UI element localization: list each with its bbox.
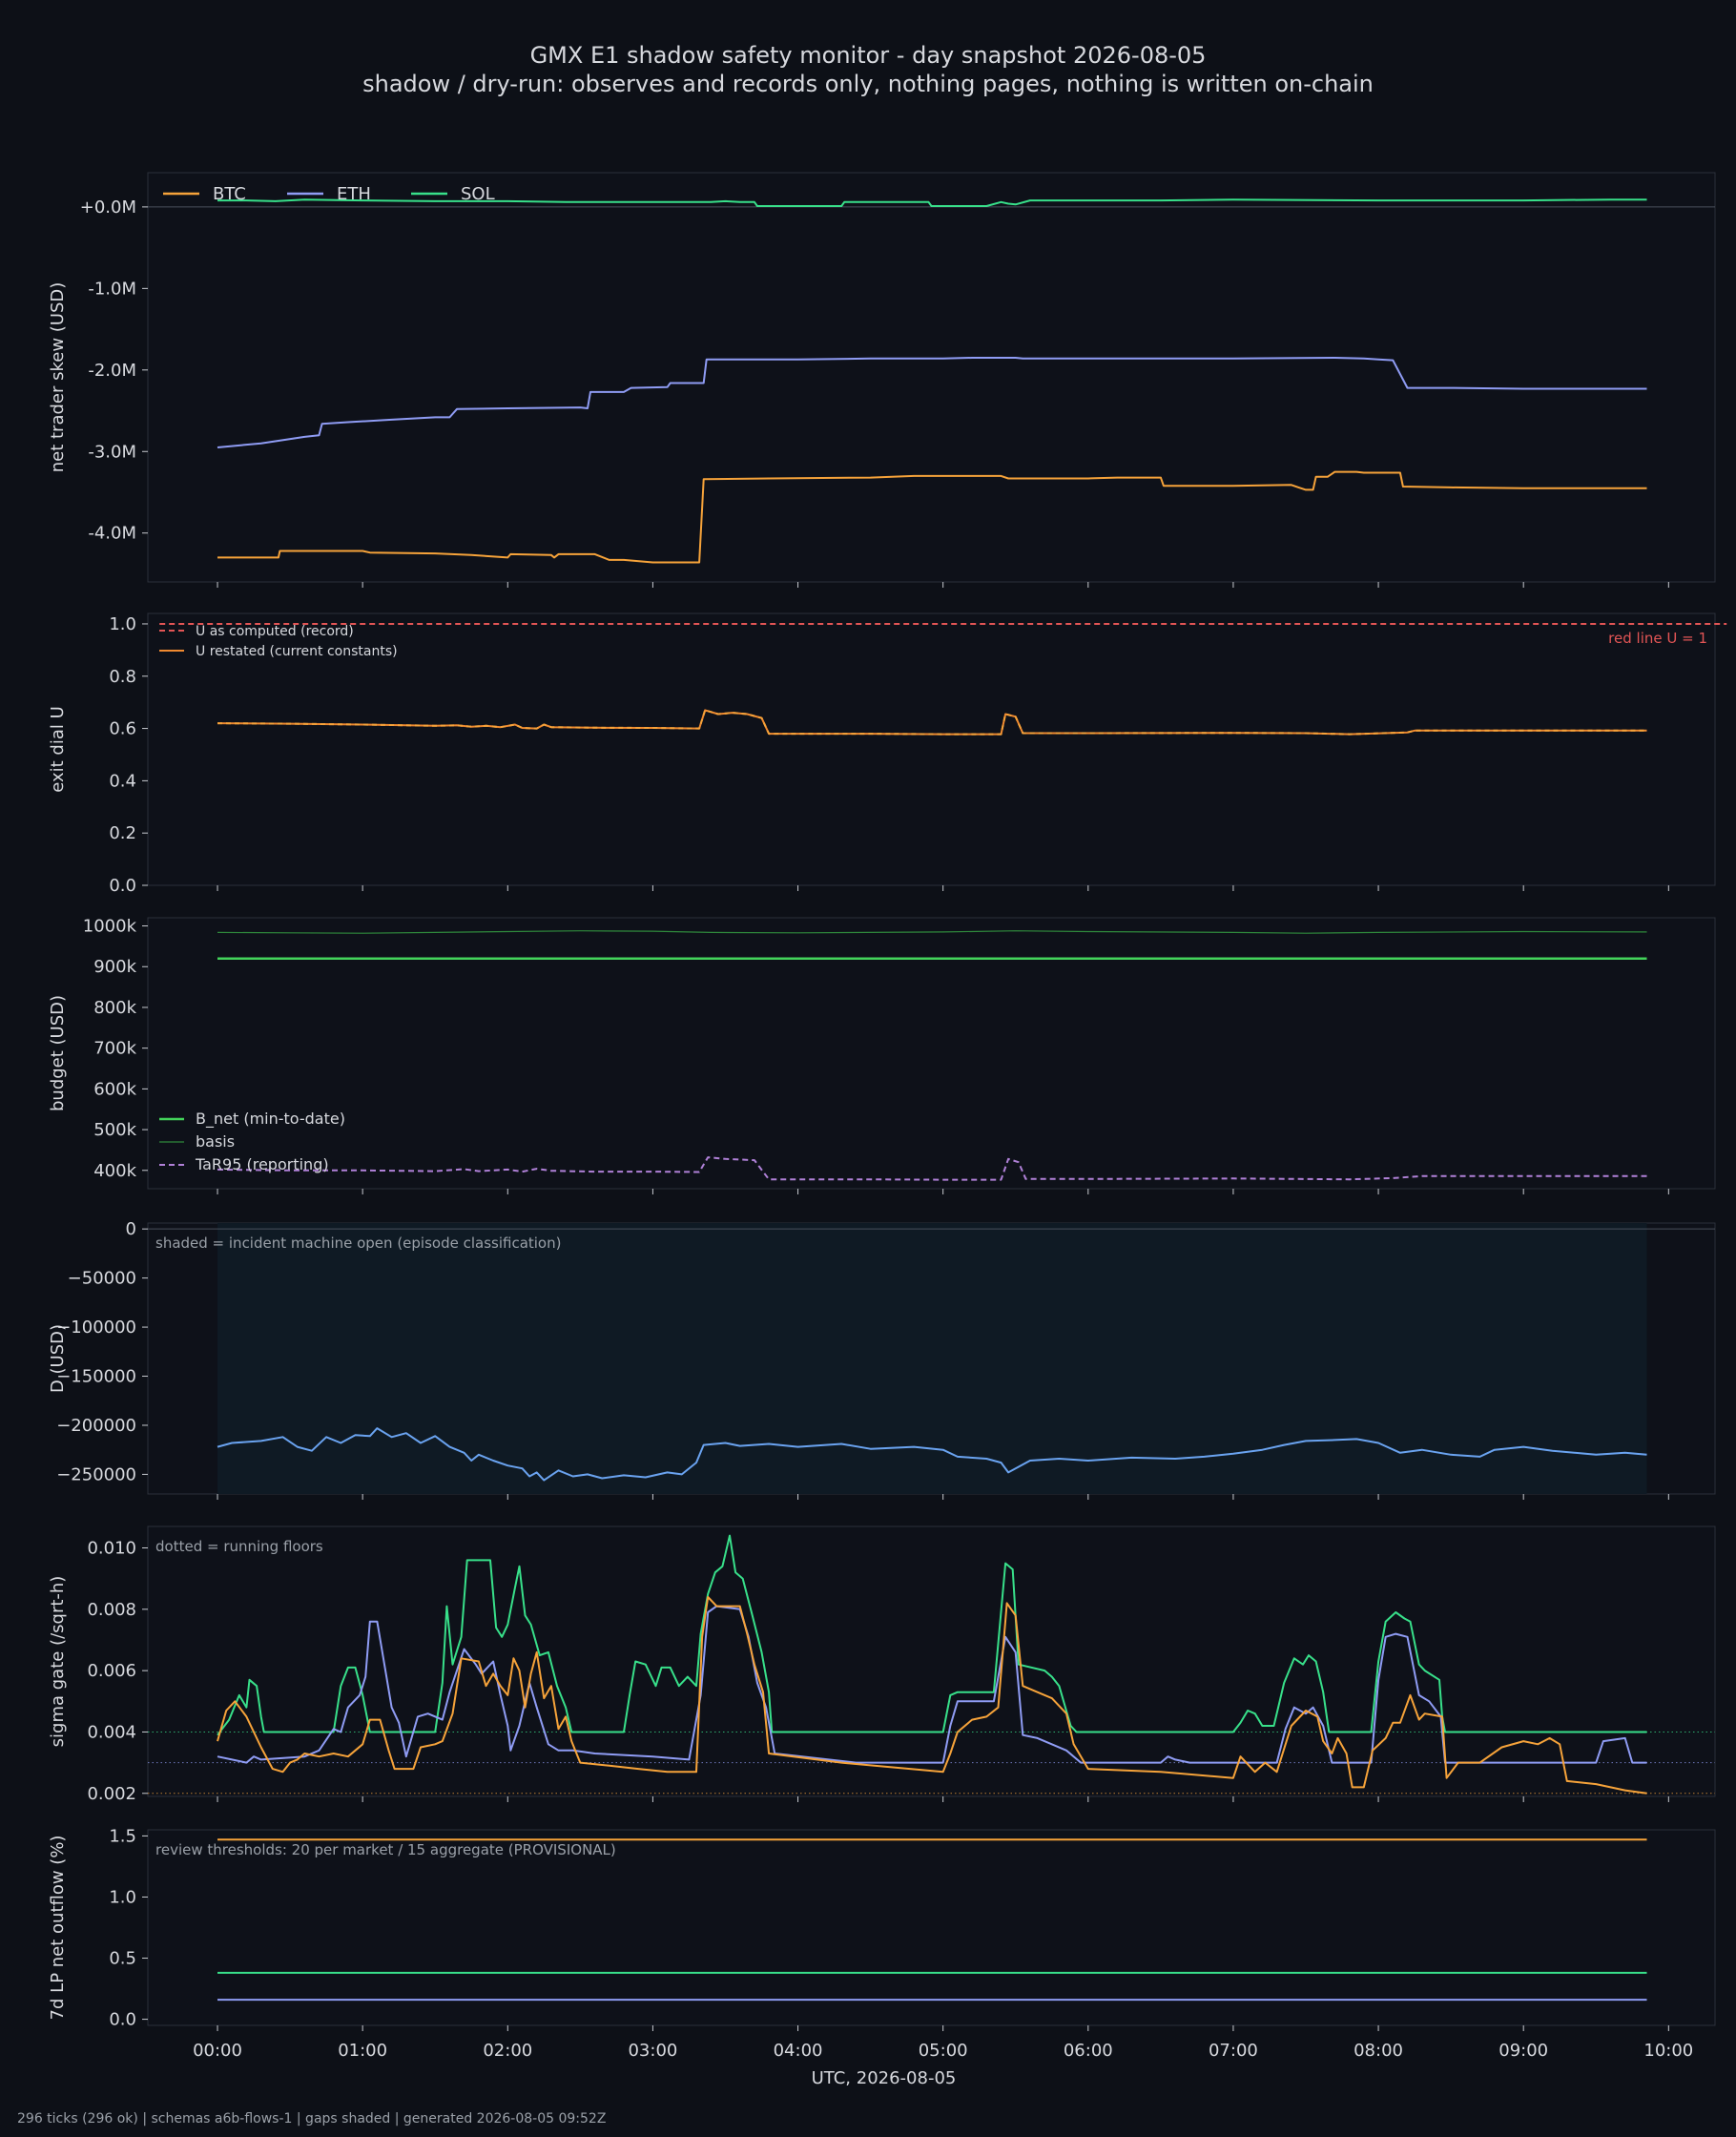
panel3-series-basis [217, 930, 1647, 934]
xtick-label-7: 07:00 [1209, 2041, 1258, 2061]
panel1-ytick-label-3: -3.0M [88, 442, 136, 462]
panel3-ytick-label-0: 400k [93, 1161, 136, 1181]
panel3-ytick-label-4: 800k [93, 998, 136, 1018]
xtick-label-3: 03:00 [628, 2041, 677, 2061]
panel4-annotation-0: shaded = incident machine open (episode … [155, 1234, 561, 1252]
panel1-plot-area [147, 172, 1716, 583]
xtick-label-6: 06:00 [1064, 2041, 1113, 2061]
panel1-series-btc [217, 470, 1647, 564]
panel1-ytick-label-1: -1.0M [88, 279, 136, 299]
panel6-plot-area [147, 1829, 1716, 2026]
panel2-legend-label-0: U as computed (record) [196, 624, 354, 639]
panel6-ytick-label-1: 0.5 [109, 1949, 136, 1969]
panel4-ytick-label-1: −50000 [68, 1269, 136, 1289]
panel5-ytick-label-1: 0.004 [87, 1722, 136, 1742]
figure-subtitle: shadow / dry-run: observes and records o… [362, 71, 1374, 97]
panel1-series-eth [217, 357, 1647, 448]
panel5-series-btc [217, 1596, 1647, 1795]
panel2-ylabel: exit dial U [48, 706, 68, 793]
xtick-label-10: 10:00 [1643, 2041, 1693, 2061]
panel3-ytick-label-6: 1000k [83, 917, 137, 937]
panel4-series-line-0 [217, 1427, 1647, 1482]
x-axis-label: UTC, 2026-08-05 [812, 2068, 957, 2088]
panel1-legend-label-1: ETH [337, 184, 371, 204]
panel2-annotation-0: red line U = 1 [1608, 630, 1707, 647]
panel3-legend-label-1: basis [196, 1132, 235, 1151]
panel2-legend-label-1: U restated (current constants) [196, 644, 398, 659]
panel2-ytick-label-4: 0.8 [109, 667, 136, 687]
panel5-ytick-label-2: 0.006 [87, 1661, 136, 1681]
panel6-ytick-label-2: 1.0 [109, 1887, 136, 1907]
panel3-ytick-label-5: 900k [93, 957, 136, 977]
xtick-label-4: 04:00 [774, 2041, 823, 2061]
panel4-ytick-label-5: −250000 [56, 1464, 136, 1484]
panel4-ytick-label-4: −200000 [56, 1416, 136, 1436]
panel2-ytick-label-5: 1.0 [109, 614, 136, 634]
xtick-label-2: 02:00 [483, 2041, 532, 2061]
panel1-ytick-label-2: -2.0M [88, 361, 136, 381]
panel1-ytick-label-0: +0.0M [80, 197, 136, 218]
panel3-ytick-label-3: 700k [93, 1039, 136, 1059]
panel1-legend-label-0: BTC [213, 184, 246, 204]
panel5-ytick-label-0: 0.002 [87, 1784, 136, 1804]
figure-title: GMX E1 shadow safety monitor - day snaps… [529, 42, 1207, 69]
panel5-ytick-label-4: 0.010 [87, 1539, 136, 1559]
panel3-plot-area [147, 917, 1716, 1190]
panel4-ytick-label-0: 0 [126, 1219, 136, 1239]
panel3-series-tar95-reporting [217, 1156, 1647, 1181]
panel4-ylabel: D (USD) [48, 1324, 68, 1393]
panel4-incident-shade [217, 1223, 1647, 1494]
panel6-annotation-0: review thresholds: 20 per market / 15 ag… [155, 1841, 616, 1858]
panel5-plot-area [147, 1525, 1716, 1797]
panel3-ytick-label-2: 600k [93, 1079, 136, 1099]
panel3-ylabel: budget (USD) [48, 995, 68, 1111]
panel1-legend-label-2: SOL [461, 184, 495, 204]
panel1-series-sol [217, 198, 1647, 207]
panel2-ytick-label-0: 0.0 [109, 876, 136, 896]
panel1-ytick-label-4: -4.0M [88, 524, 136, 544]
panel5-series-sol [217, 1534, 1647, 1736]
panel6-ytick-label-0: 0.0 [109, 2010, 136, 2030]
footer-status: 296 ticks (296 ok) | schemas a6b-flows-1… [17, 2111, 607, 2127]
panel5-series-eth [217, 1605, 1647, 1764]
xtick-label-1: 01:00 [338, 2041, 387, 2061]
panel5-annotation-0: dotted = running floors [155, 1538, 323, 1555]
xtick-label-9: 09:00 [1498, 2041, 1548, 2061]
panel1-ylabel: net trader skew (USD) [48, 282, 68, 473]
panel3-ytick-label-1: 500k [93, 1120, 136, 1140]
panel6-ylabel: 7d LP net outflow (%) [48, 1836, 68, 2021]
panel2-ytick-label-2: 0.4 [109, 771, 136, 791]
xtick-label-0: 00:00 [193, 2041, 242, 2061]
panel6-ytick-label-3: 1.5 [109, 1826, 136, 1846]
panel2-plot-area [147, 612, 1716, 886]
panel5-ytick-label-3: 0.008 [87, 1600, 136, 1620]
panel2-series-line-2 [217, 709, 1647, 736]
xtick-label-8: 08:00 [1354, 2041, 1403, 2061]
panel3-legend-label-0: B_net (min-to-date) [196, 1110, 345, 1129]
panel5-ylabel: sigma gate (/sqrt-h) [48, 1576, 68, 1748]
panel2-ytick-label-1: 0.2 [109, 823, 136, 843]
xtick-label-5: 05:00 [919, 2041, 968, 2061]
panel4-ytick-label-3: −150000 [56, 1367, 136, 1387]
panel2-ytick-label-3: 0.6 [109, 719, 136, 739]
panel4-ytick-label-2: −100000 [56, 1317, 136, 1338]
panel3-legend-label-2: TaR95 (reporting) [195, 1155, 329, 1173]
